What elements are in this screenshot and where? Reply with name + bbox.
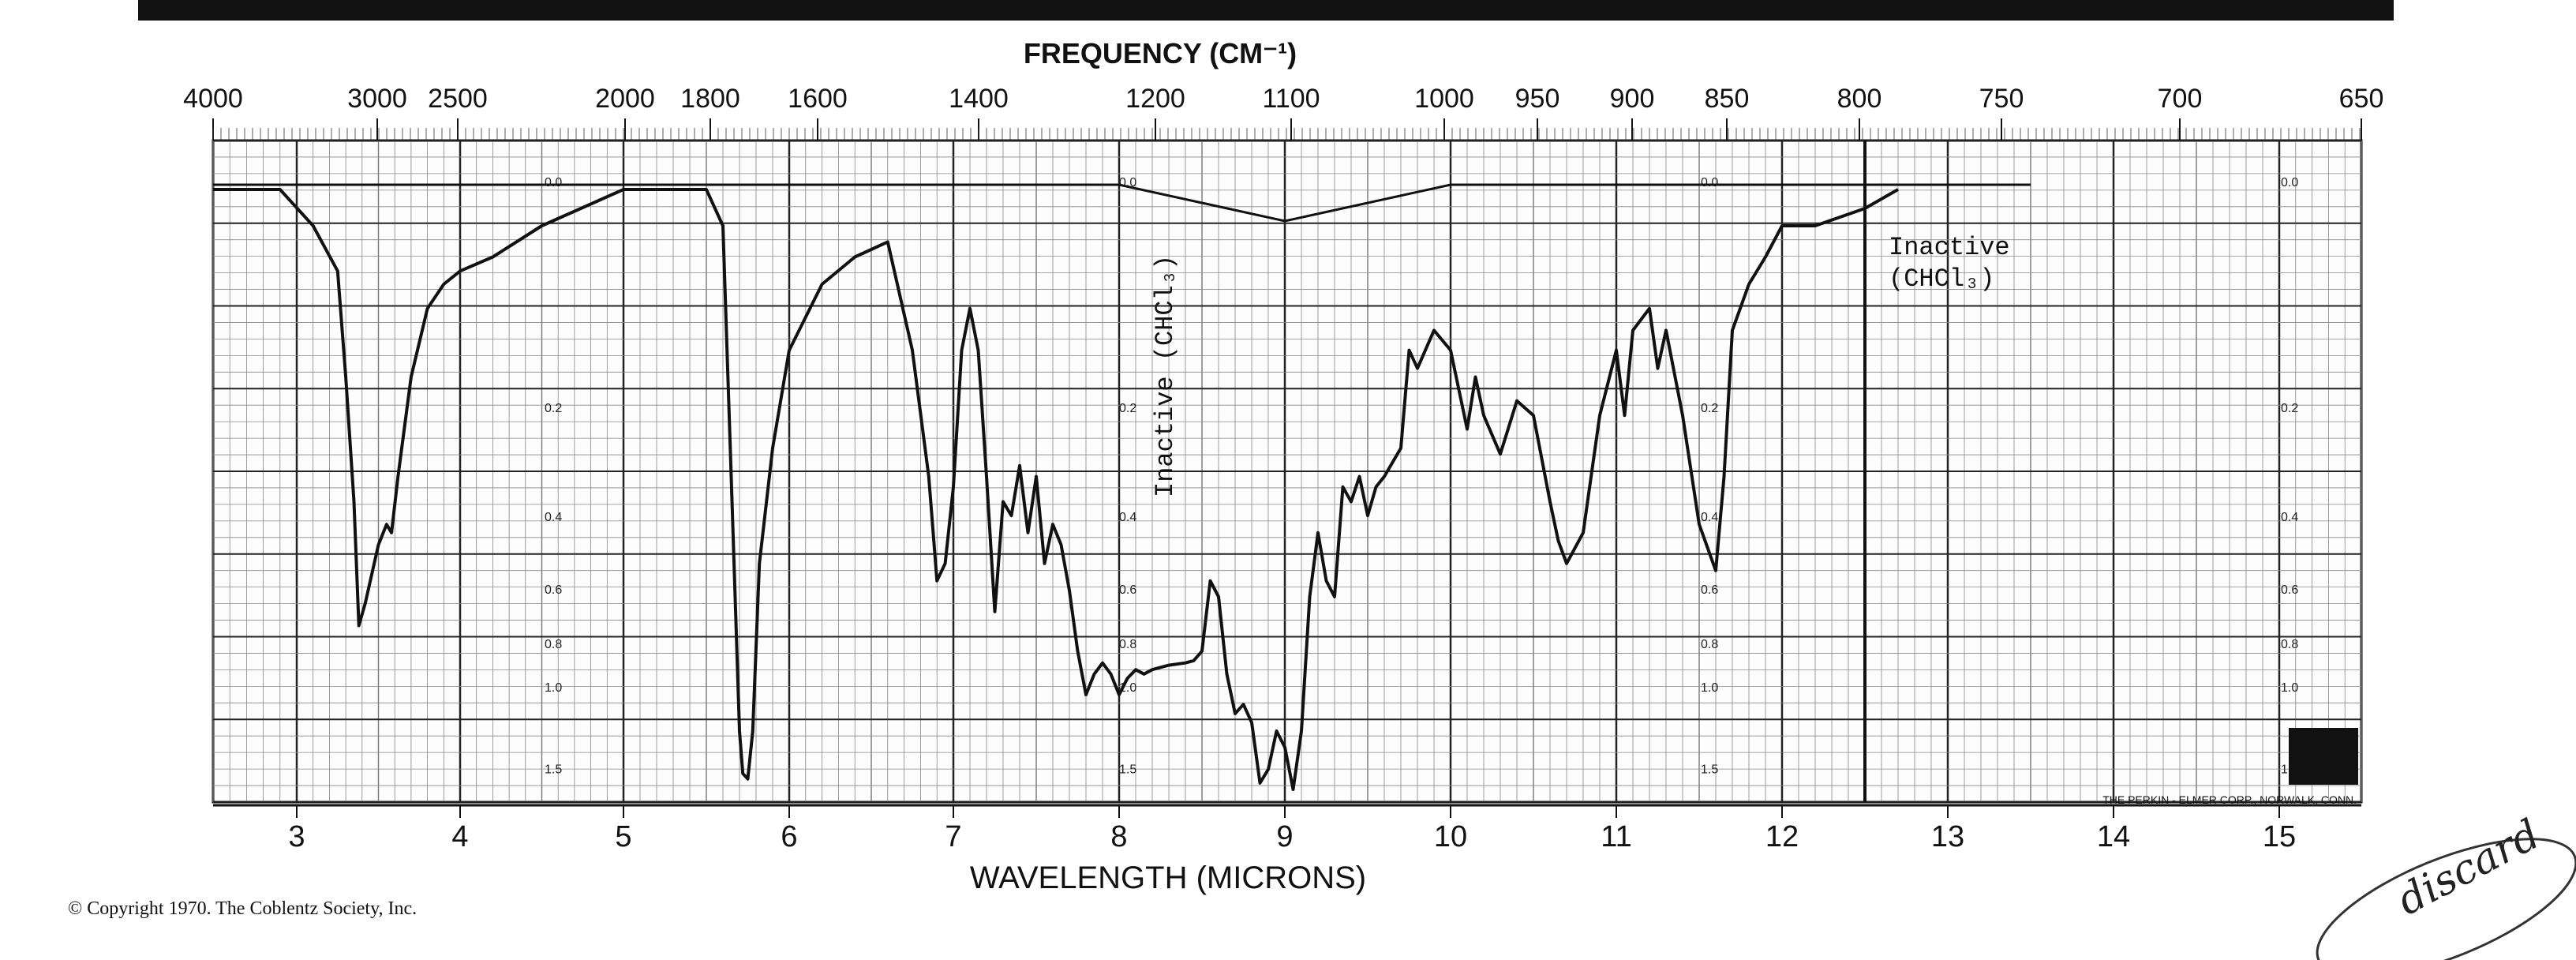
y-tick-labels: 0.0 0.2 0.4 0.6 0.8 1.0 1.5 0.0 0.2 0.4 0.6 0.8 1.0 1… [545, 176, 2298, 776]
y-tick-label: 0.0 [1701, 176, 1718, 189]
bottom-tick-labels: 3 4 5 6 7 8 9 10 11 12 13 14 15 [288, 820, 2296, 853]
spectrum-series-line [213, 188, 1899, 791]
bottom-tick-label: 7 [945, 820, 961, 853]
top-tick-label: 1000 [1414, 84, 1474, 114]
y-tick-label: 0.2 [545, 402, 562, 415]
top-tick-label: 800 [1837, 84, 1882, 114]
chart-corner-block [2289, 728, 2358, 785]
frame-left [138, 0, 141, 21]
top-tick-label: 750 [1979, 84, 2024, 114]
y-tick-label: 1.0 [2281, 681, 2298, 695]
annotation-inactive-horizontal: Inactive (CHCl₃) [1889, 233, 2010, 294]
y-tick-label: 1.5 [545, 763, 562, 776]
top-tick-label: 700 [2158, 84, 2203, 114]
bottom-tick-label: 5 [615, 820, 631, 853]
chart-grid [212, 139, 2363, 804]
annotation-inactive-vertical: Inactive (CHCl₃) [1151, 255, 1180, 497]
top-tick-label: 900 [1610, 84, 1655, 114]
top-tick-label: 1100 [1262, 84, 1320, 114]
manufacturer-label: THE PERKIN - ELMER CORP., NORWALK, CONN. [2102, 793, 2357, 806]
top-tick-labels: 4000 3000 2500 2000 1800 1600 1400 1200 1100 1000… [183, 84, 2383, 114]
y-tick-label: 0.8 [1701, 638, 1718, 651]
top-tick-label: 2000 [595, 84, 655, 114]
top-tick-label: 1200 [1125, 84, 1185, 114]
y-tick-label: 0.6 [545, 583, 562, 597]
y-tick-label: 0.6 [1701, 583, 1718, 597]
y-tick-label: 0.4 [545, 511, 562, 524]
annotation-line: (CHCl₃) [1889, 264, 1994, 294]
top-tick-label: 3000 [347, 84, 407, 114]
annotation-line: Inactive [1889, 233, 2010, 262]
bottom-tick-label: 13 [1931, 820, 1964, 853]
top-tick-label: 1600 [788, 84, 848, 114]
bottom-tick-label: 12 [1765, 820, 1799, 853]
bottom-tick-label: 6 [781, 820, 797, 853]
y-tick-label: 0.8 [545, 638, 562, 651]
bottom-axis-label: WAVELENGTH (MICRONS) [970, 861, 1366, 895]
top-border [138, 0, 2394, 21]
y-tick-label: 0.6 [1119, 583, 1136, 597]
top-tick-label: 1400 [949, 84, 1009, 114]
y-tick-label: 0.8 [2281, 638, 2298, 651]
top-axis-label: FREQUENCY (CM⁻¹) [1024, 37, 1297, 69]
bottom-tick-label: 10 [1434, 820, 1467, 853]
axis-ticks [212, 118, 2362, 818]
y-tick-label: 0.4 [2281, 511, 2298, 524]
y-tick-label: 0.6 [2281, 583, 2298, 597]
y-tick-label: 0.2 [1701, 402, 1718, 415]
y-tick-label: 0.2 [2281, 402, 2298, 415]
solvent-baseline-line [213, 183, 2031, 223]
y-tick-label: 1.0 [1701, 681, 1718, 695]
y-tick-label: 0.8 [1119, 638, 1136, 651]
bottom-tick-label: 14 [2097, 820, 2130, 853]
y-tick-label: 0.0 [2281, 176, 2298, 189]
top-tick-label: 1800 [680, 84, 740, 114]
y-tick-label: 1.0 [545, 681, 562, 695]
top-tick-label: 850 [1705, 84, 1750, 114]
y-tick-label: 0.4 [1119, 511, 1136, 524]
bottom-tick-label: 3 [288, 820, 305, 853]
bottom-tick-label: 4 [451, 820, 468, 853]
bottom-tick-label: 11 [1601, 820, 1631, 853]
frame-right [2391, 0, 2394, 21]
y-tick-label: 0.4 [1701, 511, 1718, 524]
handwritten-discard-stamp: discard [2316, 811, 2576, 960]
top-tick-label: 650 [2339, 84, 2384, 114]
top-tick-label: 2500 [428, 84, 488, 114]
top-tick-label: 950 [1515, 84, 1560, 114]
bottom-tick-label: 9 [1276, 820, 1293, 853]
bottom-tick-label: 8 [1110, 820, 1127, 853]
y-tick-label: 0.2 [1119, 402, 1136, 415]
top-tick-label: 4000 [183, 84, 243, 114]
y-tick-label: 0.0 [545, 176, 562, 189]
y-tick-label: 1.5 [1701, 763, 1718, 776]
y-tick-label: 1.5 [1119, 763, 1136, 776]
bottom-tick-label: 15 [2263, 820, 2296, 853]
copyright-notice: © Copyright 1970. The Coblentz Society, … [68, 898, 417, 919]
